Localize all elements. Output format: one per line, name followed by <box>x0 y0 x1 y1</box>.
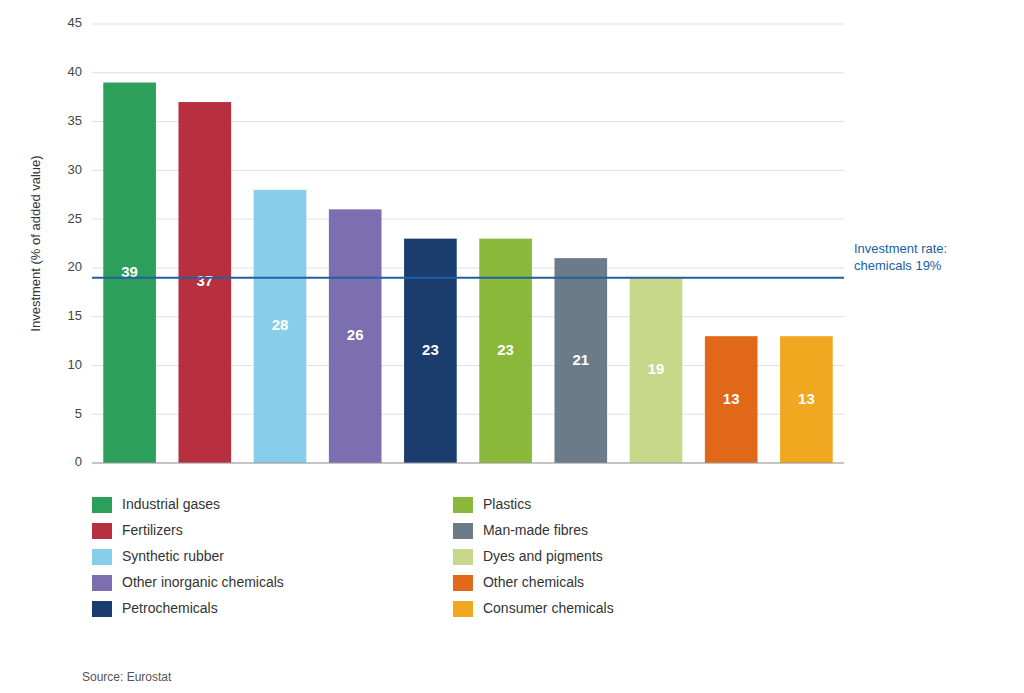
legend-swatch <box>453 523 473 539</box>
y-tick-label: 40 <box>68 64 82 79</box>
data-label: 19 <box>648 360 665 377</box>
legend-swatch <box>453 497 473 513</box>
reference-line-label: Investment rate:chemicals 19% <box>854 241 947 273</box>
y-tick-label: 25 <box>68 211 82 226</box>
legend-swatch <box>92 523 112 539</box>
data-label: 23 <box>422 341 439 358</box>
data-label: 13 <box>723 390 740 407</box>
legend-label: Consumer chemicals <box>483 600 614 616</box>
legend-label: Petrochemicals <box>122 600 218 616</box>
grid-line <box>92 463 844 464</box>
legend-swatch <box>92 549 112 565</box>
bar <box>254 190 307 463</box>
data-label: 26 <box>347 326 364 343</box>
legend-label: Plastics <box>483 496 531 512</box>
bar <box>630 278 683 463</box>
bar <box>705 336 758 463</box>
reference-line <box>92 277 844 279</box>
data-label: 21 <box>572 351 589 368</box>
chart-container: 0 5 10 15 20 25 30 35 40 45 Investment (% of added… <box>0 0 1024 693</box>
data-label: 37 <box>196 272 213 289</box>
grid-line <box>92 24 844 25</box>
y-tick-label: 35 <box>68 113 82 128</box>
legend-label: Man-made fibres <box>483 522 588 538</box>
bar <box>329 209 382 463</box>
grid-line <box>92 72 844 73</box>
y-axis: 0 5 10 15 20 25 30 35 40 45 <box>68 15 82 469</box>
legend-label: Industrial gases <box>122 496 220 512</box>
bar <box>479 239 532 463</box>
legend-label: Dyes and pigments <box>483 548 603 564</box>
bar <box>103 83 156 463</box>
chart: 0 5 10 15 20 25 30 35 40 45 Investment (% of added… <box>0 0 1024 693</box>
y-tick-label: 15 <box>68 308 82 323</box>
legend: Industrial gases Fertilizers Synthetic rub… <box>92 496 614 617</box>
legend-swatch <box>92 575 112 591</box>
legend-swatch <box>92 497 112 513</box>
bar <box>404 239 457 463</box>
grid <box>92 24 844 463</box>
legend-swatch <box>92 601 112 617</box>
y-tick-label: 10 <box>68 357 82 372</box>
y-axis-label: Investment (% of added value) <box>28 155 43 331</box>
legend-swatch <box>453 575 473 591</box>
legend-label: Synthetic rubber <box>122 548 224 564</box>
data-labels: 39372826232321191313 <box>121 263 814 407</box>
y-tick-label: 20 <box>68 259 82 274</box>
bar <box>554 258 607 463</box>
y-tick-label: 0 <box>75 454 82 469</box>
bars <box>103 83 832 463</box>
y-tick-label: 45 <box>68 15 82 30</box>
legend-swatch <box>453 549 473 565</box>
legend-label: Other inorganic chemicals <box>122 574 284 590</box>
legend-label: Fertilizers <box>122 522 183 538</box>
legend-label: Other chemicals <box>483 574 584 590</box>
data-label: 23 <box>497 341 514 358</box>
bar <box>780 336 833 463</box>
y-tick-label: 5 <box>75 406 82 421</box>
legend-swatch <box>453 601 473 617</box>
bar <box>178 102 231 463</box>
x-axis-line <box>92 463 844 464</box>
data-label: 28 <box>272 316 289 333</box>
data-label: 13 <box>798 390 815 407</box>
source-note: Source: Eurostat <box>82 670 172 684</box>
y-tick-label: 30 <box>68 162 82 177</box>
